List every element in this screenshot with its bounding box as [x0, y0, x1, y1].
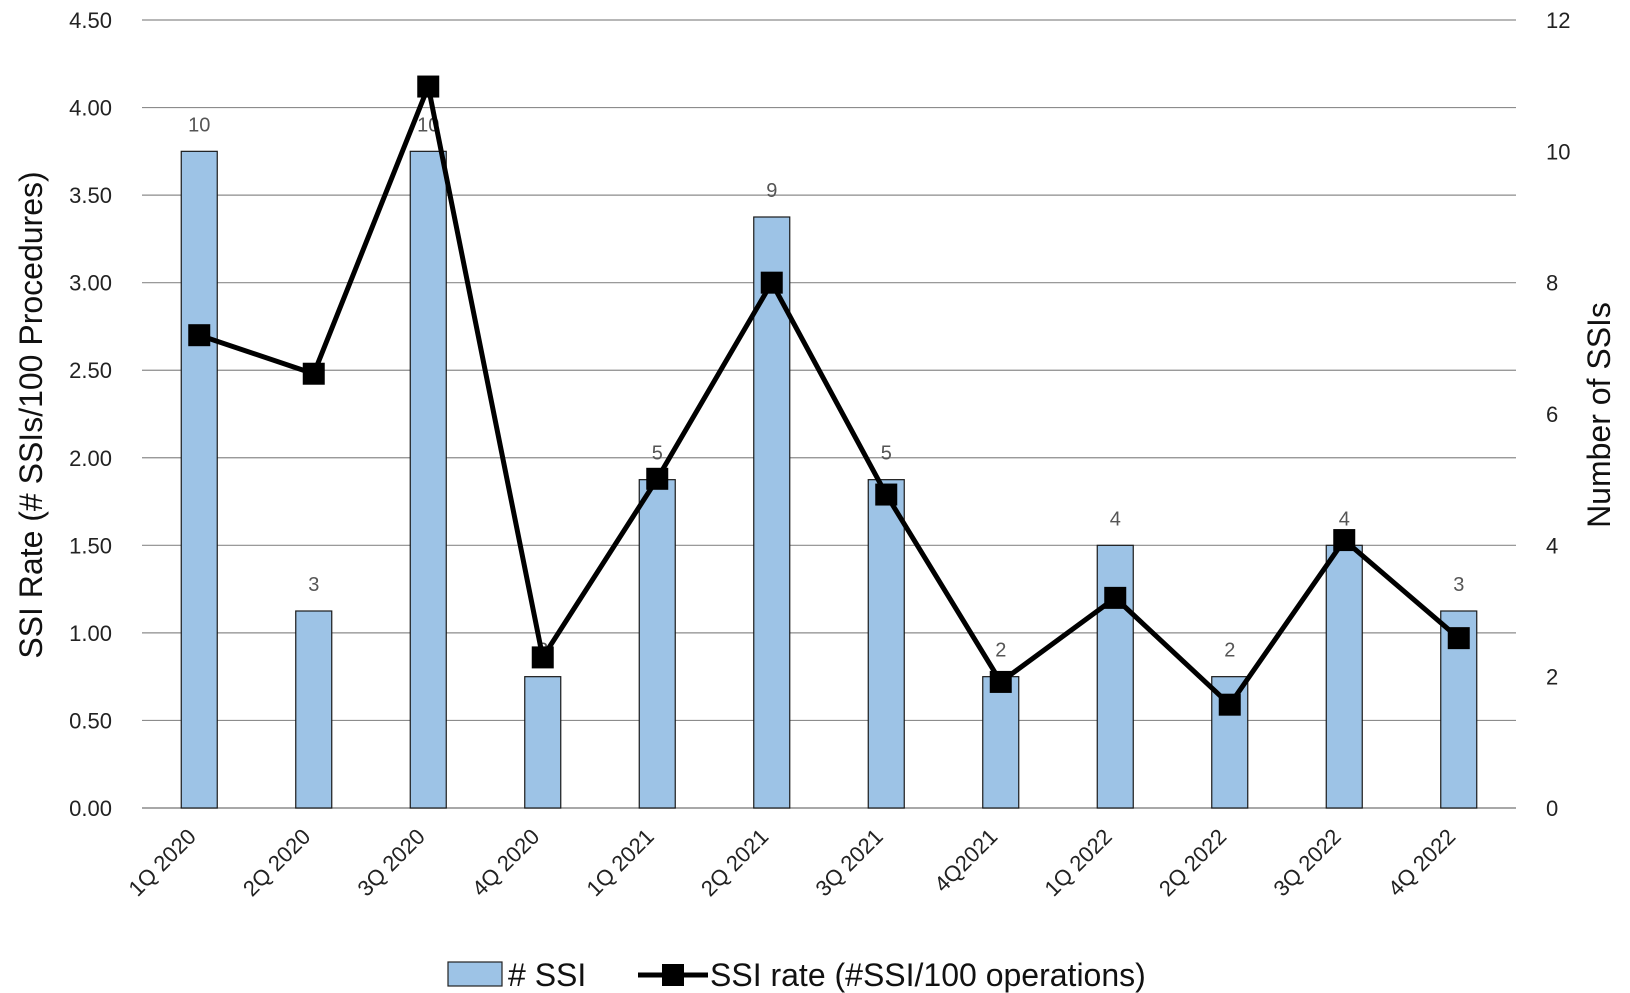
rate-marker — [875, 483, 898, 506]
x-tick-label: 2Q 2021 — [696, 824, 773, 901]
right-tick-label: 6 — [1546, 402, 1558, 427]
right-tick-label: 10 — [1546, 139, 1570, 164]
x-tick-label: 1Q 2022 — [1039, 824, 1116, 901]
right-tick-label: 8 — [1546, 271, 1558, 296]
right-tick-label: 2 — [1546, 665, 1558, 690]
rate-marker — [1218, 693, 1241, 716]
bar — [867, 479, 905, 809]
gridlines — [142, 19, 1516, 809]
bar — [638, 479, 676, 809]
x-tick-label: 1Q 2021 — [581, 824, 658, 901]
legend-line-marker — [662, 964, 684, 986]
x-tick-label: 3Q 2021 — [810, 824, 887, 901]
x-tick-label: 3Q 2020 — [352, 824, 429, 901]
rate-marker — [1333, 529, 1356, 552]
bar-value-label: 9 — [766, 180, 777, 202]
left-tick-label: 1.50 — [69, 533, 112, 558]
left-tick-label: 2.00 — [69, 446, 112, 471]
left-tick-label: 3.50 — [69, 183, 112, 208]
x-tick-label: 4Q 2020 — [467, 824, 544, 901]
bar-value-label: 5 — [652, 443, 663, 465]
x-axis-ticks: 1Q 2020 2Q 2020 3Q 2020 4Q 2020 1Q 2021 2Q 20… — [123, 824, 1460, 901]
bar — [409, 150, 447, 809]
left-tick-label: 1.00 — [69, 621, 112, 646]
bar — [524, 676, 562, 809]
rate-marker — [646, 467, 669, 490]
bar — [180, 150, 218, 809]
bar-value-label: 2 — [1224, 640, 1235, 662]
bar — [1096, 544, 1134, 809]
bar-value-label: 10 — [188, 114, 210, 136]
x-tick-label: 3Q 2022 — [1268, 824, 1345, 901]
bar-value-label: 3 — [308, 574, 319, 596]
bar-value-label: 5 — [881, 443, 892, 465]
bar-value-label: 3 — [1453, 574, 1464, 596]
line-series — [188, 75, 1470, 716]
rate-marker — [417, 75, 440, 98]
legend: # SSI SSI rate (#SSI/100 operations) — [447, 957, 1146, 993]
left-axis-ticks: 0.00 0.50 1.00 1.50 2.00 2.50 3.00 3.50 4.00 4.50 — [69, 8, 112, 821]
left-axis-title: SSI Rate (# SSIs/100 Procedures) — [13, 171, 49, 658]
left-tick-label: 0.00 — [69, 796, 112, 821]
left-tick-label: 4.00 — [69, 96, 112, 121]
rate-marker — [1104, 586, 1127, 609]
rate-marker — [531, 646, 554, 669]
x-tick-label: 4Q2021 — [929, 824, 1002, 897]
rate-marker — [760, 271, 783, 294]
right-tick-label: 4 — [1546, 533, 1558, 558]
right-tick-label: 12 — [1546, 8, 1570, 33]
right-tick-label: 0 — [1546, 796, 1558, 821]
rate-marker — [989, 670, 1012, 693]
bar — [982, 676, 1020, 809]
x-tick-label: 2Q 2020 — [238, 824, 315, 901]
left-tick-label: 2.50 — [69, 358, 112, 383]
right-axis-ticks: 0 2 4 6 8 10 12 — [1546, 8, 1570, 821]
left-tick-label: 3.00 — [69, 271, 112, 296]
rate-marker — [188, 324, 211, 347]
legend-bar-swatch — [447, 961, 503, 987]
left-tick-label: 0.50 — [69, 708, 112, 733]
rate-marker — [302, 362, 325, 385]
bar — [753, 216, 791, 809]
bar — [295, 610, 333, 809]
left-tick-label: 4.50 — [69, 8, 112, 33]
legend-line-label: SSI rate (#SSI/100 operations) — [710, 957, 1146, 993]
x-tick-label: 1Q 2020 — [123, 824, 200, 901]
bar-series — [180, 150, 1478, 809]
x-tick-label: 2Q 2022 — [1154, 824, 1231, 901]
bar-value-label: 2 — [995, 640, 1006, 662]
bar-value-label: 4 — [1110, 508, 1121, 530]
bar — [1325, 544, 1363, 809]
bar-value-label: 4 — [1339, 508, 1350, 530]
bar — [1440, 610, 1478, 809]
legend-bar-label: # SSI — [508, 957, 586, 993]
rate-marker — [1447, 627, 1470, 650]
x-tick-label: 4Q 2022 — [1383, 824, 1460, 901]
rate-line — [198, 84, 1461, 708]
right-axis-title: Number of SSIs — [1581, 302, 1617, 528]
